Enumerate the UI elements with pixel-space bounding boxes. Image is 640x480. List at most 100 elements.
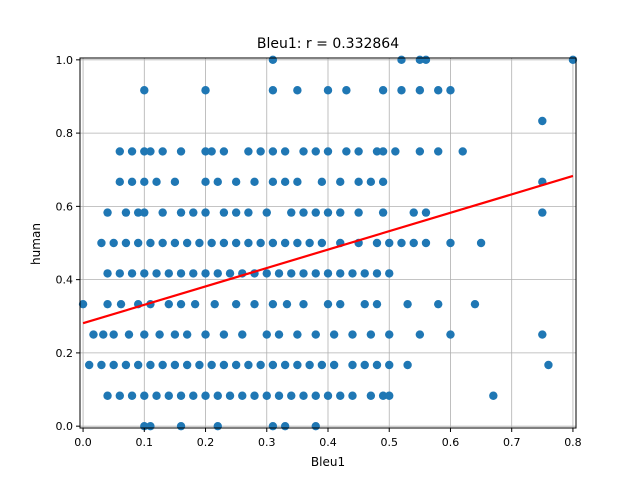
data-point bbox=[140, 269, 149, 278]
data-point bbox=[421, 238, 431, 248]
data-point bbox=[195, 238, 204, 248]
data-point bbox=[170, 177, 180, 187]
data-point bbox=[97, 360, 106, 370]
data-point bbox=[115, 391, 125, 400]
data-point bbox=[336, 177, 345, 187]
data-point bbox=[115, 177, 125, 187]
data-point bbox=[354, 147, 363, 156]
data-point bbox=[446, 86, 455, 95]
data-point bbox=[231, 177, 241, 187]
data-point bbox=[201, 177, 210, 187]
data-point bbox=[170, 360, 180, 370]
data-point bbox=[140, 86, 149, 95]
data-point bbox=[268, 238, 278, 248]
data-point bbox=[348, 391, 357, 400]
data-point bbox=[323, 269, 333, 278]
data-point bbox=[415, 86, 425, 95]
data-point bbox=[225, 391, 235, 400]
data-point bbox=[190, 299, 200, 309]
data-point bbox=[323, 86, 333, 95]
x-tick-label: 0.5 bbox=[380, 436, 398, 449]
data-point bbox=[84, 360, 94, 370]
data-point bbox=[287, 391, 296, 400]
data-point bbox=[342, 86, 351, 95]
data-point bbox=[299, 208, 308, 217]
data-point bbox=[133, 238, 143, 248]
data-point bbox=[360, 269, 369, 278]
data-point bbox=[189, 208, 198, 217]
data-point bbox=[207, 147, 216, 156]
data-point bbox=[280, 360, 290, 370]
data-point bbox=[158, 238, 167, 248]
data-point bbox=[195, 360, 204, 370]
x-tick-label: 0.0 bbox=[74, 436, 92, 449]
data-point bbox=[323, 391, 333, 400]
data-point bbox=[293, 86, 302, 95]
data-point bbox=[299, 299, 308, 309]
data-point bbox=[103, 391, 112, 400]
y-axis-ticks: 0.0 0.2 0.4 0.6 0.8 1.0 bbox=[56, 54, 80, 433]
data-point bbox=[336, 208, 345, 217]
data-point bbox=[476, 238, 486, 248]
data-point bbox=[293, 238, 302, 248]
data-point bbox=[182, 360, 192, 370]
data-point bbox=[109, 360, 118, 370]
regression-line bbox=[82, 174, 574, 325]
data-point bbox=[146, 360, 155, 370]
data-point bbox=[385, 360, 394, 370]
data-point bbox=[366, 330, 376, 339]
data-point bbox=[176, 391, 186, 400]
data-point bbox=[305, 360, 314, 370]
data-point bbox=[207, 360, 216, 370]
y-tick-label: 0.0 bbox=[56, 420, 74, 433]
x-axis-label: Bleu1 bbox=[311, 455, 345, 469]
data-point bbox=[274, 391, 284, 400]
data-point bbox=[409, 208, 418, 217]
data-point bbox=[317, 238, 327, 248]
data-point bbox=[323, 147, 333, 156]
data-point bbox=[250, 177, 259, 187]
data-point bbox=[378, 147, 388, 156]
data-point bbox=[336, 269, 345, 278]
data-point bbox=[372, 360, 382, 370]
data-point bbox=[268, 421, 278, 431]
x-tick-label: 0.8 bbox=[564, 436, 582, 449]
data-point bbox=[152, 391, 161, 400]
y-tick-label: 1.0 bbox=[56, 54, 74, 67]
data-point bbox=[189, 391, 198, 400]
data-point bbox=[287, 208, 296, 217]
data-point bbox=[458, 147, 467, 156]
data-point bbox=[366, 391, 376, 400]
data-point bbox=[213, 177, 222, 187]
data-point bbox=[158, 208, 167, 217]
data-point bbox=[434, 86, 443, 95]
data-point bbox=[378, 177, 388, 187]
data-point bbox=[538, 116, 547, 126]
data-point bbox=[366, 177, 376, 187]
data-point bbox=[287, 269, 296, 278]
y-axis-label: human bbox=[29, 223, 43, 265]
data-point bbox=[397, 86, 406, 95]
data-point bbox=[409, 238, 418, 248]
data-point bbox=[103, 299, 112, 309]
data-point bbox=[317, 177, 327, 187]
data-point bbox=[293, 330, 302, 339]
data-point bbox=[219, 360, 229, 370]
data-point bbox=[78, 299, 88, 309]
data-point bbox=[282, 299, 292, 309]
data-point bbox=[140, 147, 149, 156]
data-point bbox=[299, 391, 308, 400]
data-point bbox=[164, 299, 173, 309]
data-point bbox=[538, 208, 547, 217]
data-point bbox=[109, 238, 118, 248]
data-point bbox=[280, 177, 290, 187]
data-point bbox=[323, 299, 333, 309]
data-point bbox=[97, 238, 106, 248]
y-tick-label: 0.6 bbox=[56, 200, 74, 213]
x-tick-label: 0.4 bbox=[319, 436, 337, 449]
data-point bbox=[152, 269, 161, 278]
data-point bbox=[274, 269, 284, 278]
data-point bbox=[360, 360, 369, 370]
data-point bbox=[385, 330, 394, 339]
data-point bbox=[262, 269, 271, 278]
